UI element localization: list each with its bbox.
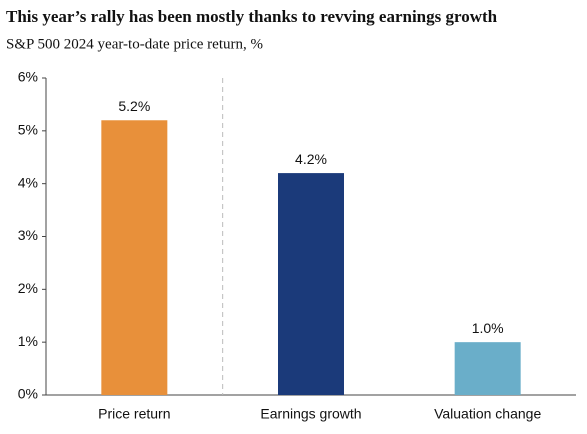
- bar: [101, 120, 168, 396]
- x-tick-label: Valuation change: [434, 406, 541, 422]
- value-label: 4.2%: [295, 151, 327, 167]
- chart-subtitle: S&P 500 2024 year-to-date price return, …: [6, 36, 263, 52]
- y-tick-label: 1%: [18, 333, 38, 349]
- value-label: 5.2%: [118, 98, 150, 114]
- x-tick-label: Earnings growth: [260, 406, 361, 422]
- x-tick-label: Price return: [98, 406, 170, 422]
- y-tick-label: 3%: [18, 227, 38, 243]
- bar: [454, 342, 521, 395]
- bar: [278, 173, 344, 395]
- y-tick-label: 5%: [18, 122, 38, 138]
- value-label: 1.0%: [472, 320, 504, 336]
- y-tick-label: 2%: [18, 280, 38, 296]
- y-tick-label: 4%: [18, 174, 38, 190]
- y-tick-label: 0%: [18, 386, 38, 402]
- chart-title: This year’s rally has been mostly thanks…: [6, 7, 498, 26]
- y-tick-label: 6%: [18, 69, 38, 85]
